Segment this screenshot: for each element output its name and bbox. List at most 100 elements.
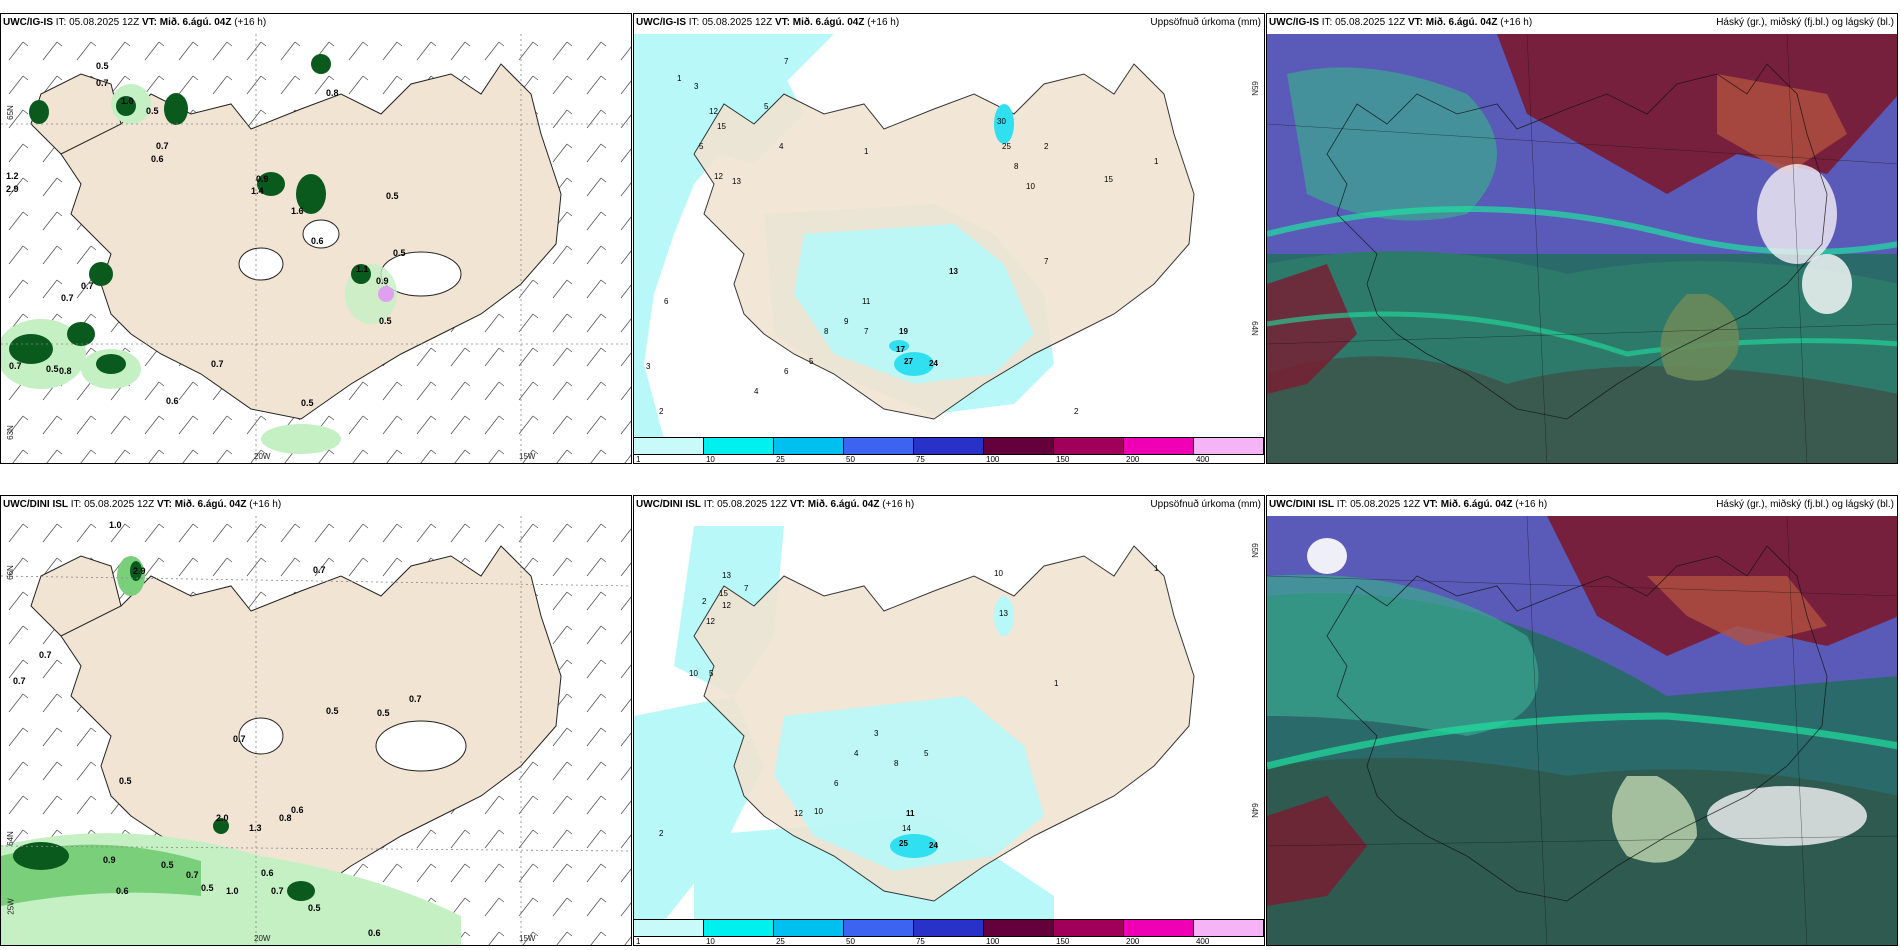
colorbar-label: 1 [636,455,641,464]
colorbar-cell [1194,438,1264,454]
svg-text:0.6: 0.6 [368,928,381,938]
svg-text:1.2: 1.2 [6,171,19,181]
lon-tick: 25W [6,898,16,915]
colorbar-cell [1124,438,1194,454]
svg-text:0.5: 0.5 [201,883,214,893]
panel-header: UWC/DINI ISL IT: 05.08.2025 12Z VT: Mið.… [1269,499,1548,510]
svg-text:1: 1 [1154,157,1159,166]
lat-tick: 65N [1250,543,1260,558]
svg-text:0.5: 0.5 [393,248,406,258]
colorbar-label: 25 [775,455,785,464]
svg-text:1: 1 [1054,679,1059,688]
svg-text:13: 13 [722,571,731,580]
colorbar-label: 100 [986,937,1000,946]
svg-text:1.1: 1.1 [356,264,369,274]
svg-text:4: 4 [779,142,784,151]
svg-text:24: 24 [929,841,938,850]
svg-text:7: 7 [864,327,869,336]
svg-text:0.5: 0.5 [301,398,314,408]
svg-text:10: 10 [814,807,823,816]
colorbar-label: 1 [636,937,641,946]
svg-text:5: 5 [709,669,714,678]
svg-text:1.0: 1.0 [121,96,134,106]
svg-text:27: 27 [904,357,913,366]
svg-text:0.6: 0.6 [116,886,129,896]
svg-text:11: 11 [906,809,915,818]
svg-text:7: 7 [1044,257,1049,266]
precip-colorbar: 1 10 25 50 75 100 150 200 400 [634,919,1264,945]
svg-text:2.0: 2.0 [216,813,229,823]
svg-text:24: 24 [929,359,938,368]
svg-text:19: 19 [899,327,908,336]
svg-text:0.5: 0.5 [326,706,339,716]
cloud-cover-map [1267,34,1897,463]
panel-r1c2: UWC/IG-IS IT: 05.08.2025 12Z VT: Mið. 6.… [633,13,1265,464]
lat-tick: 66N [5,565,15,580]
svg-text:15: 15 [717,122,726,131]
lon-tick: 15W [519,452,536,461]
colorbar-label: 150 [1056,455,1070,464]
svg-text:1: 1 [1154,564,1159,573]
svg-text:6: 6 [784,367,789,376]
svg-text:2.9: 2.9 [133,566,146,576]
colorbar-cell [844,438,914,454]
svg-text:6: 6 [664,297,669,306]
svg-text:1.3: 1.3 [249,823,262,833]
panel-title: Háský (gr.), miðský (fj.bl.) og lágský (… [1716,499,1894,510]
svg-text:5: 5 [764,102,769,111]
colorbar-label: 150 [1056,937,1070,946]
wind-precip-map: 0.5 0.7 1.0 0.5 0.8 0.7 0.6 1.2 2.9 0.9 … [1,34,631,463]
svg-text:15: 15 [719,589,728,598]
colorbar-cell [1124,920,1194,936]
svg-text:7: 7 [744,584,749,593]
svg-text:0.7: 0.7 [9,361,22,371]
svg-text:1.6: 1.6 [291,206,304,216]
lat-tick: 65N [1250,81,1260,96]
panel-r1c1: UWC/IG-IS IT: 05.08.2025 12Z VT: Mið. 6.… [0,13,632,464]
svg-text:10: 10 [994,569,1003,578]
svg-text:6: 6 [834,779,839,788]
svg-text:0.5: 0.5 [146,106,159,116]
svg-text:0.7: 0.7 [81,281,94,291]
lat-tick: 64N [1250,321,1260,336]
svg-text:0.7: 0.7 [233,734,246,744]
svg-text:0.7: 0.7 [39,650,52,660]
svg-text:0.7: 0.7 [313,565,326,575]
svg-text:8: 8 [894,759,899,768]
panel-r1c3: UWC/IG-IS IT: 05.08.2025 12Z VT: Mið. 6.… [1266,13,1898,464]
svg-text:1.0: 1.0 [109,520,122,530]
svg-text:0.6: 0.6 [291,805,304,815]
svg-text:13: 13 [999,609,1008,618]
panel-title: Háský (gr.), miðský (fj.bl.) og lágský (… [1716,17,1894,28]
svg-text:0.7: 0.7 [409,694,422,704]
svg-text:0.7: 0.7 [156,141,169,151]
panel-header: UWC/IG-IS IT: 05.08.2025 12Z VT: Mið. 6.… [1269,17,1533,28]
panel-r2c3: UWC/DINI ISL IT: 05.08.2025 12Z VT: Mið.… [1266,495,1898,946]
svg-text:3: 3 [646,362,651,371]
svg-text:2: 2 [659,829,664,838]
colorbar-cell [704,920,774,936]
colorbar-label: 50 [846,937,855,946]
svg-text:11: 11 [862,297,871,306]
svg-text:0.5: 0.5 [308,903,321,913]
svg-text:1.0: 1.0 [226,886,239,896]
svg-text:2: 2 [1044,142,1049,151]
svg-text:0.5: 0.5 [386,191,399,201]
svg-text:0.7: 0.7 [186,870,199,880]
svg-text:5: 5 [809,357,814,366]
svg-text:0.7: 0.7 [61,293,74,303]
svg-text:3: 3 [694,82,699,91]
svg-text:8: 8 [1014,162,1019,171]
svg-text:2: 2 [1074,407,1079,416]
svg-text:12: 12 [722,601,731,610]
colorbar-cell [1194,920,1264,936]
colorbar-cell [984,438,1054,454]
lat-tick: 64N [1250,803,1260,818]
svg-text:0.5: 0.5 [119,776,132,786]
svg-text:9: 9 [844,317,849,326]
svg-text:2: 2 [702,597,707,606]
svg-text:10: 10 [1026,182,1035,191]
colorbar-cell [774,438,844,454]
